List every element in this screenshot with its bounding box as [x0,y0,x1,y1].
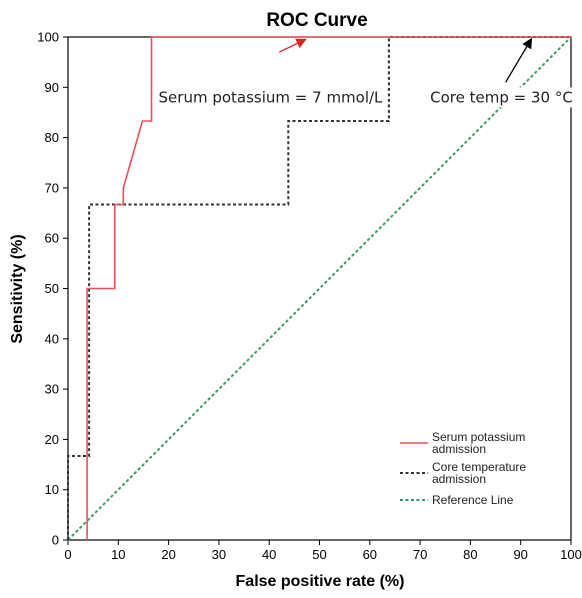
y-tick-label: 10 [45,482,59,497]
x-tick-label: 10 [111,547,125,562]
y-tick-label: 0 [52,533,59,548]
y-tick-label: 70 [45,180,59,195]
x-tick-label: 20 [161,547,175,562]
y-tick-label: 40 [45,331,59,346]
x-tick-label: 50 [312,547,326,562]
x-axis-title: False positive rate (%) [236,573,405,590]
x-tick-label: 30 [212,547,226,562]
x-axis: 0 10 20 30 40 50 60 70 80 90 100 [64,540,582,562]
y-tick-label: 90 [45,80,59,95]
legend-label: Serum potassium admission [432,430,525,456]
series-layer [67,36,572,541]
annotation-background [427,87,576,108]
x-tick-label: 60 [363,547,377,562]
series-line-1 [67,36,571,540]
annotation-label: Serum potassium = 7 mmol/L [159,88,384,106]
legend-label: Core temperature admission [432,460,526,486]
annotation-arrow [278,38,307,53]
y-axis: 0 10 20 30 40 50 60 70 80 90 100 [37,30,68,548]
x-tick-label: 100 [560,547,582,562]
x-tick-label: 80 [463,547,477,562]
y-tick-label: 60 [45,231,59,246]
annotation-layer: Serum potassium = 7 mmol/L Core temp = 30… [155,37,576,108]
y-tick-label: 30 [45,382,59,397]
chart-title: ROC Curve [266,10,367,31]
annotation-label: Core temp = 30 °C [430,88,573,106]
annotation-background [155,87,387,108]
legend: Serum potassium admission Core temperature… [400,430,526,507]
y-axis-title: Sensitivity (%) [9,234,26,343]
y-tick-label: 100 [37,30,59,45]
x-tick-label: 70 [413,547,427,562]
x-tick-label: 0 [64,547,71,562]
x-tick-label: 90 [513,547,527,562]
x-tick-label: 40 [262,547,276,562]
y-tick-label: 20 [45,432,59,447]
y-tick-label: 50 [45,281,59,296]
annotation-arrow [505,37,533,83]
y-tick-label: 80 [45,130,59,145]
series-line-0 [86,36,571,540]
legend-label: Reference Line [432,493,514,507]
